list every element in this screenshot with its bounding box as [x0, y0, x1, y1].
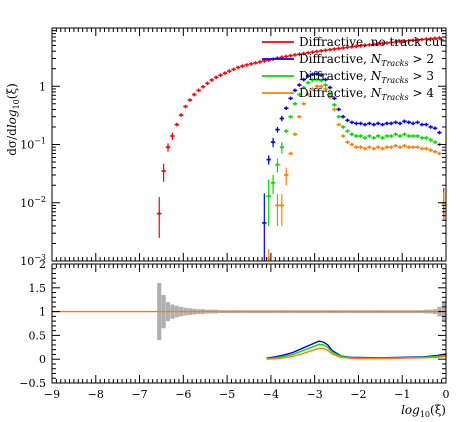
legend-entry: Diffractive, NTracks > 4: [299, 86, 434, 102]
y-tick-label: 10−2: [20, 195, 46, 210]
x-tick-label: −8: [88, 388, 104, 401]
ratio-y-tick-label: 0: [39, 353, 46, 366]
y-axis-label: dσ/dlog10(ξ): [5, 83, 21, 156]
x-tick-label: −6: [175, 388, 191, 401]
ratio-plot-panel: −0.5 0 0.5 1 1.5 2 −9 −8 −7 −6 −5 −4 −3 −2 −1 0 log10(ξ…: [19, 258, 449, 419]
x-tick-label: −4: [263, 388, 279, 401]
ratio-plot-frame: [51, 263, 447, 384]
x-tick-label: −3: [307, 388, 323, 401]
x-tick-label: −1: [394, 388, 410, 401]
y-tick-label: 10−1: [20, 137, 46, 152]
main-plot-panel: 10−3 10−2 10−1 1 dσ/dlog10(ξ) Diffractive, …: [5, 27, 447, 268]
legend-entry: Diffractive, NTracks > 3: [299, 69, 434, 85]
ratio-y-tick-label: −0.5: [19, 377, 46, 390]
x-tick-label: −7: [131, 388, 147, 401]
x-axis-label: log10(ξ): [401, 403, 446, 419]
ratio-axes: −0.5 0 0.5 1 1.5 2 −9 −8 −7 −6 −5 −4 −3 −2 −1 0: [19, 258, 449, 401]
x-tick-label: −5: [219, 388, 235, 401]
y-tick-label: 10−3: [20, 253, 46, 268]
main-axes: 10−3 10−2 10−1 1: [20, 28, 447, 268]
ratio-y-tick-label: 1: [39, 306, 46, 319]
ratio-y-tick-label: 1.5: [29, 282, 47, 295]
legend-entry: Diffractive, NTracks > 2: [299, 52, 434, 68]
ratio-y-tick-label: 2: [39, 258, 46, 271]
legend: Diffractive, no track cut Diffractive, NT…: [262, 35, 445, 102]
ratio-y-tick-label: 0.5: [29, 329, 47, 342]
x-tick-label: −9: [44, 388, 60, 401]
x-tick-label: −2: [350, 388, 366, 401]
x-tick-label: 0: [443, 388, 450, 401]
ratio-data-lines: [52, 310, 447, 360]
ratio-line: [266, 347, 447, 360]
legend-entry: Diffractive, no track cut: [299, 35, 445, 49]
y-tick-label: 1: [39, 80, 46, 93]
main-data-marks: [157, 36, 447, 261]
main-plot-frame: [51, 27, 447, 262]
